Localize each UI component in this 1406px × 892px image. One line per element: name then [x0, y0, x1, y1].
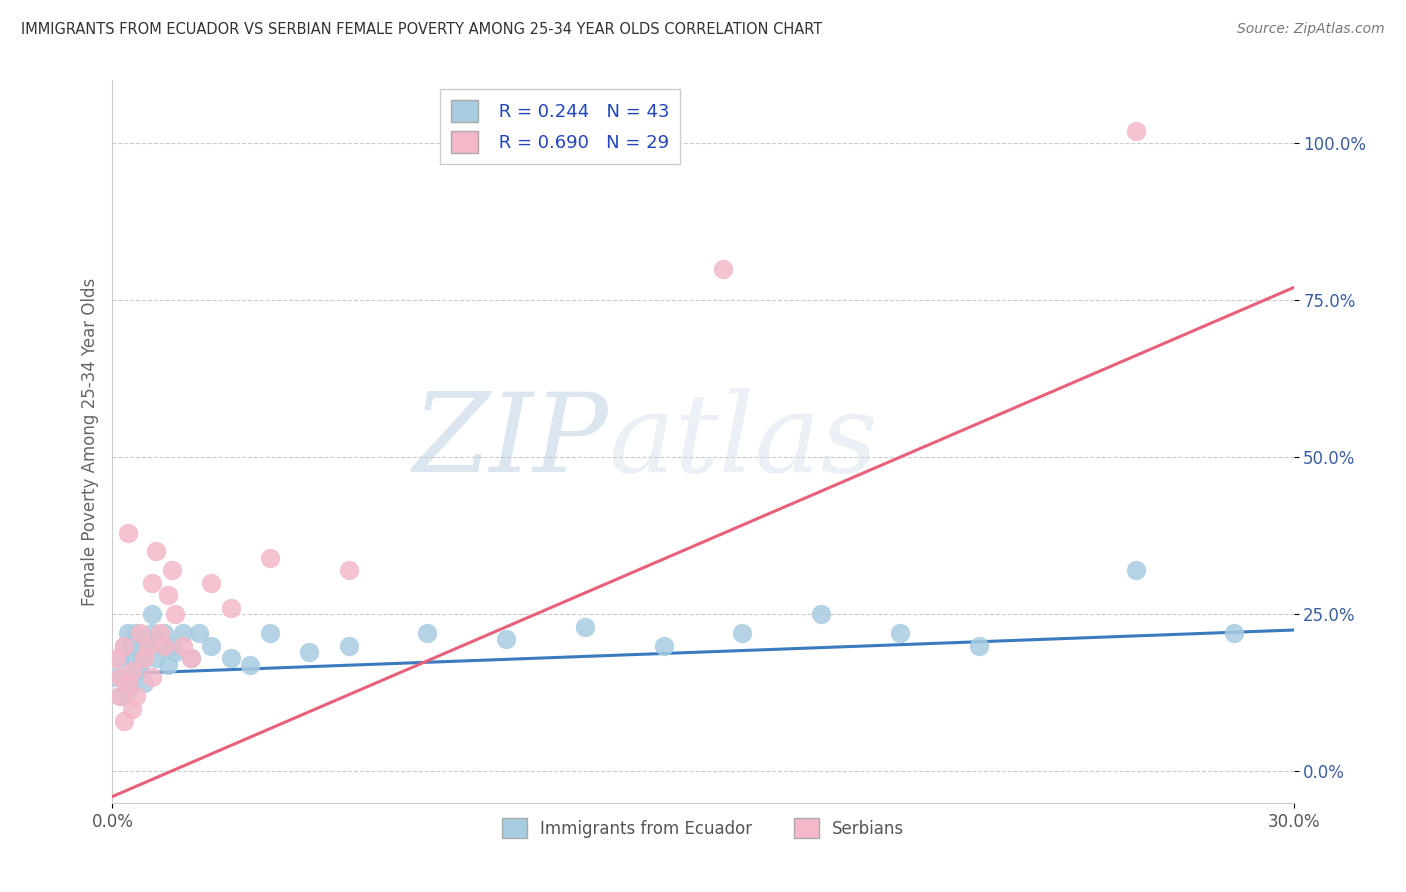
Point	[152, 626, 174, 640]
Point	[145, 651, 167, 665]
Point	[110, 670, 132, 684]
Point	[160, 639, 183, 653]
Y-axis label: Female Poverty Among 25-34 Year Olds: Female Poverty Among 25-34 Year Olds	[80, 277, 98, 606]
Point	[121, 664, 143, 678]
Point	[188, 626, 211, 640]
Point	[132, 632, 155, 647]
Point	[495, 632, 517, 647]
Point	[110, 689, 132, 703]
Text: atlas: atlas	[609, 388, 879, 495]
Point	[121, 651, 143, 665]
Point	[141, 607, 163, 622]
Point	[125, 689, 148, 703]
Point	[1125, 123, 1147, 137]
Point	[125, 664, 148, 678]
Point	[165, 607, 187, 622]
Point	[259, 626, 281, 640]
Point	[136, 639, 159, 653]
Point	[259, 550, 281, 565]
Point	[149, 626, 172, 640]
Point	[1223, 626, 1246, 640]
Point	[219, 601, 242, 615]
Point	[110, 689, 132, 703]
Point	[117, 682, 139, 697]
Point	[117, 676, 139, 690]
Point	[141, 575, 163, 590]
Point	[731, 626, 754, 640]
Point	[125, 626, 148, 640]
Text: IMMIGRANTS FROM ECUADOR VS SERBIAN FEMALE POVERTY AMONG 25-34 YEAR OLDS CORRELAT: IMMIGRANTS FROM ECUADOR VS SERBIAN FEMAL…	[21, 22, 823, 37]
Point	[105, 670, 128, 684]
Point	[165, 645, 187, 659]
Point	[180, 651, 202, 665]
Point	[136, 639, 159, 653]
Point	[889, 626, 911, 640]
Point	[156, 589, 179, 603]
Point	[117, 626, 139, 640]
Point	[110, 651, 132, 665]
Point	[239, 657, 262, 672]
Point	[711, 261, 734, 276]
Point	[337, 563, 360, 577]
Point	[416, 626, 439, 640]
Point	[129, 657, 152, 672]
Point	[200, 639, 222, 653]
Point	[141, 626, 163, 640]
Point	[652, 639, 675, 653]
Point	[574, 620, 596, 634]
Point	[967, 639, 990, 653]
Point	[810, 607, 832, 622]
Point	[219, 651, 242, 665]
Point	[117, 525, 139, 540]
Point	[200, 575, 222, 590]
Point	[129, 645, 152, 659]
Point	[145, 544, 167, 558]
Point	[112, 670, 135, 684]
Point	[172, 639, 194, 653]
Point	[121, 639, 143, 653]
Point	[121, 701, 143, 715]
Point	[152, 639, 174, 653]
Point	[337, 639, 360, 653]
Point	[149, 639, 172, 653]
Point	[132, 651, 155, 665]
Point	[112, 639, 135, 653]
Legend: Immigrants from Ecuador, Serbians: Immigrants from Ecuador, Serbians	[495, 812, 911, 845]
Point	[132, 676, 155, 690]
Point	[298, 645, 321, 659]
Point	[112, 714, 135, 728]
Point	[112, 639, 135, 653]
Point	[172, 626, 194, 640]
Point	[160, 563, 183, 577]
Point	[141, 670, 163, 684]
Point	[1125, 563, 1147, 577]
Point	[105, 651, 128, 665]
Point	[156, 657, 179, 672]
Point	[180, 651, 202, 665]
Text: ZIP: ZIP	[412, 388, 609, 495]
Point	[129, 626, 152, 640]
Text: Source: ZipAtlas.com: Source: ZipAtlas.com	[1237, 22, 1385, 37]
